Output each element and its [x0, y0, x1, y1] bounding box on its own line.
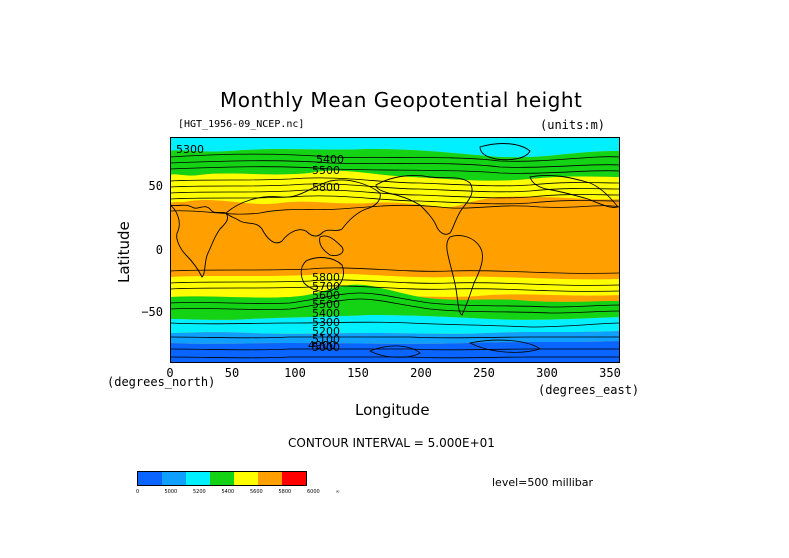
x-tick-label: 0	[166, 366, 174, 380]
colorbar	[137, 471, 307, 486]
contour-label: 5000	[312, 341, 340, 354]
geopotential-map: 5300 5400 5500 5800 5800 5700 5600 5500 …	[170, 137, 620, 363]
contour-label: 5400	[316, 153, 344, 166]
coast-north-america	[375, 174, 473, 235]
colorbar-segment	[234, 472, 258, 485]
contour-label: 5800	[312, 271, 340, 284]
contour-label-group: 5300 5400 5500 5800 5800 5700 5600 5500 …	[176, 143, 344, 354]
contour-label: 5600	[312, 289, 340, 302]
coast-australia	[300, 257, 344, 292]
x-tick-label: 50	[224, 366, 240, 380]
band-green-north	[170, 149, 620, 181]
y-axis-unit: (degrees_north)	[107, 375, 216, 389]
coast-greenland	[479, 143, 531, 161]
band-green-south	[170, 284, 620, 320]
coast-africa	[170, 204, 229, 278]
plot-frame	[170, 137, 620, 363]
band-cyan-south	[170, 315, 620, 334]
colorbar-label: 5000	[164, 489, 178, 495]
colorbar-label: 5400	[221, 489, 235, 495]
band-cyan-north	[170, 137, 620, 158]
coastlines	[170, 143, 619, 316]
coast-south-america	[446, 235, 483, 316]
band-yellow-south	[170, 273, 620, 298]
contour-label: 5500	[312, 164, 340, 177]
colorbar-label: ∞	[335, 489, 340, 495]
x-tick-label: 250	[473, 366, 495, 380]
band-yellow-north	[170, 170, 620, 208]
contour-label: 5100	[312, 333, 340, 346]
x-tick-label: 100	[284, 366, 306, 380]
file-label: [HGT_1956-09_NCEP.nc]	[178, 119, 305, 130]
colorbar-segment	[138, 472, 162, 485]
coast-indonesia	[319, 235, 344, 256]
y-tick-label: 50	[148, 179, 163, 193]
contour-label: 5700	[312, 280, 340, 293]
contour-label: 5300	[312, 316, 340, 329]
coast-asia	[225, 179, 381, 244]
x-tick-label: 350	[599, 366, 621, 380]
contour-interval: CONTOUR INTERVAL = 5.000E+01	[288, 436, 495, 450]
contour-label: 5800	[312, 181, 340, 194]
contour-label: 5400	[312, 307, 340, 320]
x-tick-label: 300	[536, 366, 558, 380]
y-tick-label: −50	[141, 305, 163, 319]
colorbar-label: 5800	[278, 489, 292, 495]
colorbar-label: 5200	[193, 489, 206, 495]
contour-label: 5300	[176, 143, 204, 156]
colorbar-segment	[162, 472, 186, 485]
colorbar-segment	[258, 472, 282, 485]
contour-lines	[170, 153, 620, 359]
colorbar-label: 5600	[250, 489, 263, 495]
coast-europe	[529, 174, 619, 208]
x-axis-label: Longitude	[355, 401, 430, 419]
level-label: level=500 millibar	[492, 476, 594, 489]
units-label: (units:m)	[540, 118, 606, 132]
y-axis-label: Latitude	[115, 221, 133, 283]
colorbar-label: 6000	[307, 489, 320, 495]
contour-label: 4900	[308, 339, 336, 352]
contour-label: 5200	[312, 325, 340, 338]
x-axis-unit: (degrees_east)	[538, 383, 640, 397]
colorbar-segment	[282, 472, 306, 485]
colorbar-segment	[186, 472, 210, 485]
chart-title: Monthly Mean Geopotential height	[220, 88, 583, 112]
y-tick-label: 0	[155, 243, 163, 257]
colorbar-segment	[210, 472, 234, 485]
x-tick-label: 150	[347, 366, 369, 380]
contour-label: 5500	[312, 298, 340, 311]
colorbar-label: 0	[136, 489, 140, 495]
x-tick-label: 200	[410, 366, 432, 380]
